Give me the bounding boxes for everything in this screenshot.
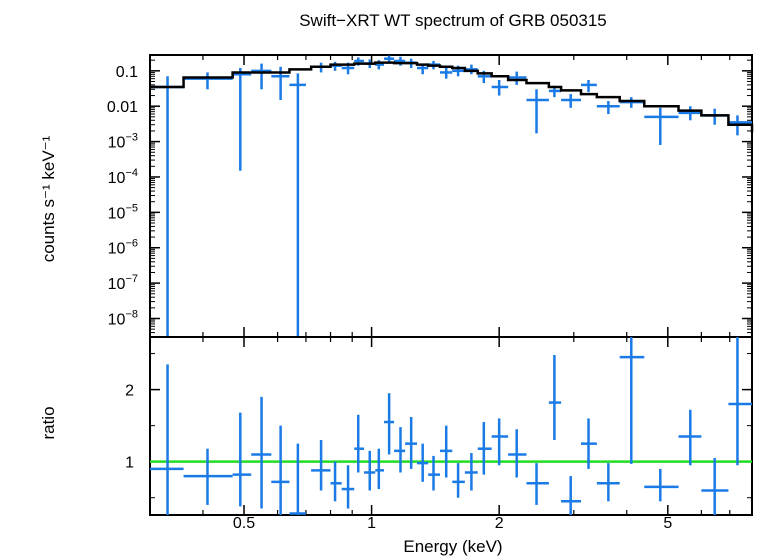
spectrum-data-point <box>701 108 729 125</box>
spectrum-data-point <box>508 71 527 85</box>
x-tick-label: 0.5 <box>233 515 255 532</box>
ratio-data-point <box>452 463 465 498</box>
ratio-data-point <box>330 461 342 502</box>
spectrum-data-point <box>619 97 645 108</box>
spectrum-data-point <box>491 80 509 96</box>
spectrum-panel: 0.1 0.01 10−3 10−4 10−5 10−6 10−7 10−8 <box>107 54 754 338</box>
ratio-data-point <box>491 418 509 466</box>
ratio-data-point <box>548 355 562 441</box>
spectrum-data-point <box>644 107 679 146</box>
ratio-data-point <box>728 337 752 466</box>
ratio-data-point <box>464 453 478 491</box>
y-tick-label: 0.01 <box>107 99 138 116</box>
x-tick-label: 1 <box>367 515 376 532</box>
ratio-data-point <box>384 393 395 455</box>
ratio-data-point <box>375 448 385 490</box>
ratio-data-point <box>183 448 233 505</box>
ratio-data-point <box>561 476 582 515</box>
x-tick-label: 2 <box>495 515 504 532</box>
ratio-data-series <box>150 337 752 515</box>
ratio-data-point <box>701 458 729 515</box>
ratio-data-point <box>150 364 184 515</box>
y-tick-label: 10−8 <box>108 308 138 328</box>
ratio-data-point <box>417 443 429 482</box>
x-axis-label: Energy (keV) <box>403 537 502 556</box>
spectrum-data-point <box>232 68 252 171</box>
y-tick-label: 10−3 <box>108 132 138 152</box>
spectrum-data-point <box>526 89 549 134</box>
spectrum-x-ticks <box>149 55 731 337</box>
spectrum-data-point <box>561 94 582 108</box>
spectrum-data-point <box>251 63 272 90</box>
spectrum-data-point <box>330 61 342 71</box>
ratio-data-point <box>251 396 272 509</box>
ratio-data-point <box>405 416 418 469</box>
ratio-data-point <box>678 409 702 466</box>
spectrum-data-point <box>439 66 453 79</box>
ratio-data-point <box>271 425 290 515</box>
chart-title: Swift−XRT WT spectrum of GRB 050315 <box>299 11 607 30</box>
ratio-data-point <box>428 455 440 491</box>
ratio-data-point <box>581 418 597 469</box>
ratio-data-point <box>644 468 679 502</box>
x-tick-label: 5 <box>663 515 672 532</box>
ratio-data-point <box>341 465 355 509</box>
spectrum-data-point <box>289 73 306 337</box>
y-tick-label: 10−7 <box>108 273 138 293</box>
ratio-panel: 0.5 1 2 5 1 2 <box>125 336 753 532</box>
ratio-data-point <box>596 463 620 502</box>
ratio-data-point <box>232 412 252 507</box>
y-tick-label: 0.1 <box>116 64 138 81</box>
y-axis-label-spectrum: counts s⁻¹ keV⁻¹ <box>39 135 58 262</box>
spectrum-data-point <box>678 106 702 121</box>
y-tick-label: 1 <box>125 455 134 472</box>
ratio-data-point <box>364 450 376 491</box>
model-curve <box>150 61 754 133</box>
spectrum-data-series <box>150 55 752 337</box>
ratio-data-point <box>526 463 549 505</box>
spectrum-data-point <box>596 101 620 115</box>
y-axis-label-ratio: ratio <box>39 406 58 439</box>
ratio-data-point <box>477 422 492 475</box>
y-tick-label: 10−6 <box>108 238 138 258</box>
y-tick-label: 10−4 <box>108 167 138 187</box>
ratio-data-point <box>619 337 645 464</box>
spectrum-data-point <box>150 76 184 337</box>
ratio-data-point <box>508 429 527 478</box>
ratio-data-point <box>289 443 306 515</box>
ratio-data-point <box>439 425 453 478</box>
spectrum-y-ticks <box>150 59 752 338</box>
spectrum-data-point <box>183 72 233 90</box>
spectrum-data-point <box>464 64 478 75</box>
ratio-data-point <box>354 414 365 473</box>
y-tick-label: 2 <box>125 383 134 400</box>
spectrum-data-point <box>581 80 597 93</box>
y-tick-label: 10−5 <box>108 202 138 222</box>
ratio-data-point <box>311 440 331 491</box>
ratio-x-ticks <box>149 337 731 515</box>
ratio-data-point <box>394 427 406 473</box>
